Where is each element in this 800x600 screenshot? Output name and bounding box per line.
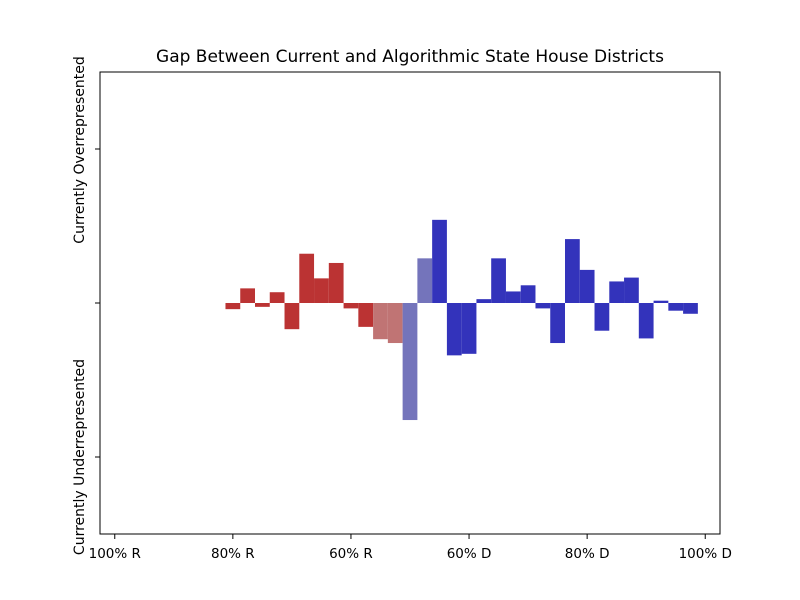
y-label-overrepresented: Currently Overrepresented: [72, 56, 88, 243]
bar-1: [240, 288, 255, 303]
x-ticks: 100% R 80% R 60% R 60% D 80% D 100% D: [89, 534, 732, 562]
x-tick-label: 80% D: [565, 546, 610, 562]
bar-9: [358, 303, 374, 327]
bar-28: [638, 303, 654, 339]
bar-27: [624, 277, 639, 303]
bar-26: [609, 281, 625, 303]
bar-30: [668, 303, 684, 311]
bar-15: [446, 303, 462, 356]
bars-layer: [225, 219, 698, 421]
bar-31: [683, 303, 698, 314]
bar-22: [550, 303, 565, 344]
bar-0: [225, 303, 241, 310]
x-tick-label: 60% D: [447, 546, 492, 562]
bar-13: [417, 258, 433, 303]
bar-20: [520, 285, 536, 303]
bar-2: [255, 303, 270, 307]
bar-23: [565, 239, 580, 303]
bar-7: [328, 262, 344, 303]
bar-8: [343, 303, 359, 309]
bar-21: [535, 303, 551, 309]
bar-18: [491, 258, 506, 303]
y-ticks: [95, 148, 100, 458]
bar-4: [284, 303, 300, 330]
bar-12: [402, 303, 418, 421]
bar-29: [653, 300, 669, 303]
bar-17: [476, 299, 492, 303]
y-label-underrepresented: Currently Underrepresented: [72, 359, 88, 555]
bar-19: [505, 291, 521, 303]
plot-frame: [99, 71, 721, 535]
x-tick-label: 100% D: [679, 546, 732, 562]
chart-title: Gap Between Current and Algorithmic Stat…: [156, 47, 664, 67]
x-tick-label: 60% R: [329, 546, 373, 562]
x-tick-label: 80% R: [211, 546, 255, 562]
bar-14: [432, 219, 447, 303]
x-tick-label: 100% R: [89, 546, 141, 562]
bar-10: [373, 303, 388, 340]
bar-11: [387, 303, 403, 344]
bar-6: [314, 278, 329, 303]
bar-24: [579, 269, 595, 303]
bar-3: [269, 292, 285, 303]
bar-16: [461, 303, 477, 354]
bar-25: [594, 303, 610, 331]
bar-5: [299, 253, 315, 303]
